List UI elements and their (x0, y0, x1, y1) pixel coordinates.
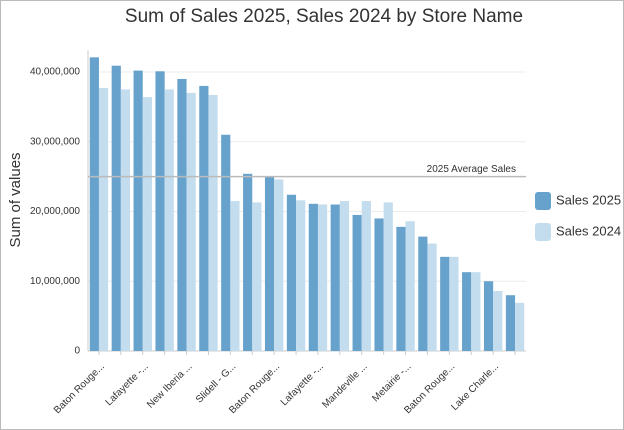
bar (339, 201, 350, 351)
bar (405, 221, 415, 351)
bar (230, 201, 240, 351)
chart-title: Sum of Sales 2025, Sales 2024 by Store N… (125, 6, 523, 27)
bar (177, 78, 187, 352)
bar (383, 202, 393, 351)
reference-label: 2025 Average Sales (427, 164, 516, 175)
bar (120, 89, 131, 352)
bar (98, 88, 109, 351)
bar (186, 92, 196, 352)
bar (133, 70, 143, 351)
y-tick-label: 30,000,000 (30, 136, 80, 147)
bar (89, 57, 99, 351)
bar (142, 97, 152, 351)
bar (296, 200, 306, 351)
y-axis-label: Sum of values (7, 152, 24, 247)
bar (440, 256, 450, 351)
y-tick-label: 10,000,000 (30, 276, 80, 287)
legend-swatch (535, 192, 551, 210)
y-tick-label: 40,000,000 (30, 67, 80, 78)
bar (252, 202, 262, 351)
bar (352, 214, 362, 351)
bar (155, 71, 165, 351)
y-tick-label: 20,000,000 (30, 206, 80, 217)
bar (274, 179, 284, 351)
legend-label: Sales 2024 (556, 223, 621, 238)
bar (483, 281, 494, 351)
bar (493, 291, 503, 351)
bar (111, 65, 121, 351)
bar (221, 134, 231, 351)
bar (208, 94, 218, 352)
bar (286, 194, 297, 351)
bar (243, 173, 253, 351)
bar (462, 272, 472, 351)
legend-swatch (535, 223, 551, 241)
legend-label: Sales 2025 (556, 192, 621, 207)
bar (449, 256, 459, 351)
bar (471, 272, 481, 351)
bar (317, 204, 328, 351)
bar (396, 226, 406, 351)
bar (418, 236, 428, 351)
bar (515, 302, 525, 351)
bar (264, 176, 275, 351)
bar (164, 89, 174, 352)
bar (361, 201, 371, 351)
bar (505, 295, 516, 351)
bar (199, 85, 209, 351)
bar (330, 204, 340, 351)
y-tick-label: 0 (74, 346, 80, 357)
bar (374, 218, 384, 351)
bar (308, 203, 318, 351)
bar (427, 243, 437, 351)
